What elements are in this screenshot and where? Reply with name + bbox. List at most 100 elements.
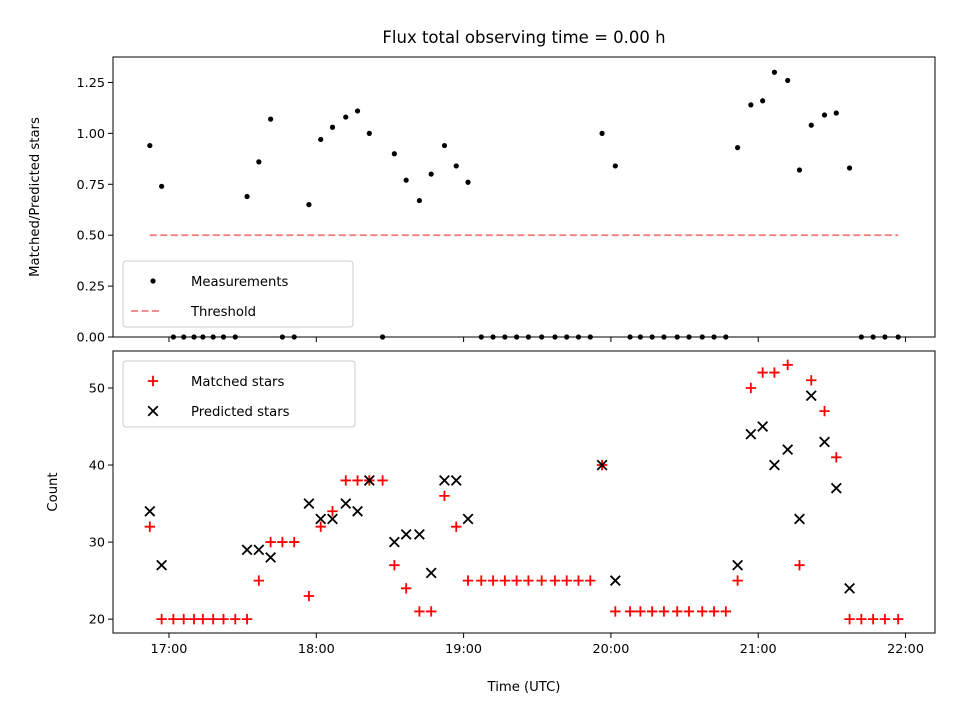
matched-star-marker [892, 613, 904, 625]
measurement-point [210, 334, 216, 340]
legend-label: Measurements [191, 275, 289, 290]
measurement-point [870, 334, 876, 340]
legend-label: Predicted stars [191, 405, 290, 420]
measurement-point [159, 183, 165, 189]
predicted-star-marker [782, 444, 794, 456]
measurement-point [403, 177, 409, 183]
matched-star-marker [340, 475, 351, 486]
measurement-point [649, 334, 655, 340]
matched-star-marker [856, 613, 867, 625]
x-tick-label: 17:00 [151, 642, 188, 657]
measurement-point [329, 124, 336, 130]
matched-star-marker [708, 606, 720, 617]
matched-star-marker [241, 613, 253, 625]
measurement-point [796, 167, 803, 173]
measurement-point [599, 130, 605, 136]
y-tick-label: 50 [89, 381, 105, 396]
matched-star-marker [573, 575, 584, 586]
matched-star-marker [536, 575, 547, 586]
measurement-point [256, 159, 262, 165]
measurement-point [244, 193, 250, 200]
matched-star-marker [635, 606, 646, 617]
matched-star-marker [168, 613, 179, 625]
predicted-star-marker [745, 428, 757, 440]
measurement-point [366, 130, 372, 136]
y-tick-label: 30 [89, 536, 105, 551]
matched-star-marker [425, 606, 437, 617]
predicted-star-marker [844, 582, 855, 594]
matched-star-marker [230, 613, 241, 625]
measurement-point [627, 334, 633, 340]
legend-measurement-point [150, 278, 156, 284]
matched-star-marker [523, 575, 534, 586]
bottom-y-ticks: 20 30 40 50 [89, 381, 113, 628]
measurement-point [760, 98, 766, 104]
legend-label: Matched stars [191, 375, 284, 390]
matched-star-marker [178, 613, 189, 625]
matched-star-marker [476, 575, 487, 586]
matched-star-marker [277, 536, 288, 548]
measurement-point [354, 108, 361, 114]
measurement-point [858, 334, 864, 340]
predicted-star-marker [340, 498, 352, 509]
bottom-marks [144, 359, 904, 625]
matched-star-marker [487, 575, 499, 586]
measurement-point [191, 334, 197, 340]
predicted-star-marker [144, 505, 156, 517]
measurement-point [391, 151, 397, 157]
predicted-star-marker [819, 436, 830, 448]
matched-star-marker [757, 367, 768, 378]
matched-star-marker [769, 367, 780, 378]
measurement-point [318, 136, 324, 143]
measurement-point [895, 334, 901, 340]
measurement-point [833, 110, 839, 116]
matched-star-marker [683, 606, 695, 617]
y-tick-label: 40 [89, 459, 105, 474]
top-legend: Measurements Threshold [122, 260, 354, 328]
bottom-legend: Matched stars Predicted stars [122, 360, 356, 428]
matched-star-marker [315, 521, 326, 532]
top-panel: 0.00 0.25 0.50 0.75 1.00 1.25 Matched/Predict… [28, 56, 936, 346]
y-tick-label: 1.25 [77, 76, 106, 91]
predicted-star-marker [253, 544, 265, 556]
measurement-point [587, 334, 593, 340]
measurement-point [502, 334, 508, 340]
y-tick-label: 1.00 [77, 127, 106, 142]
y-tick-label: 0.75 [77, 178, 106, 193]
measurement-point [170, 334, 176, 340]
top-marks [147, 69, 901, 340]
predicted-star-marker [265, 552, 277, 563]
measurement-point [637, 334, 643, 340]
y-tick-label: 20 [89, 613, 105, 628]
measurement-point [711, 334, 717, 340]
measurement-point [268, 116, 274, 122]
matched-star-marker [462, 575, 474, 586]
matched-star-marker [188, 613, 200, 625]
matched-star-marker [549, 575, 561, 586]
measurement-point [478, 334, 484, 340]
measurement-point [882, 334, 888, 340]
measurement-point [539, 334, 545, 340]
predicted-star-marker [830, 482, 842, 494]
predicted-star-marker [757, 421, 769, 432]
measurement-point [416, 197, 423, 204]
measurement-point [661, 334, 667, 340]
matched-star-marker [218, 613, 229, 625]
bottom-y-axis-label: Count [46, 472, 61, 511]
matched-star-marker [782, 359, 793, 371]
predicted-star-marker [805, 390, 817, 402]
predicted-star-marker [462, 513, 474, 525]
measurement-point [220, 334, 227, 340]
matched-star-marker [732, 575, 743, 586]
measurement-point [771, 69, 778, 75]
measurement-point [279, 334, 286, 340]
x-tick-label: 19:00 [445, 642, 482, 657]
matched-star-marker [265, 536, 276, 548]
measurement-point [490, 334, 496, 340]
measurement-point [200, 334, 206, 340]
measurement-point [343, 114, 349, 120]
measurement-point [514, 334, 520, 340]
predicted-star-marker [315, 513, 327, 525]
